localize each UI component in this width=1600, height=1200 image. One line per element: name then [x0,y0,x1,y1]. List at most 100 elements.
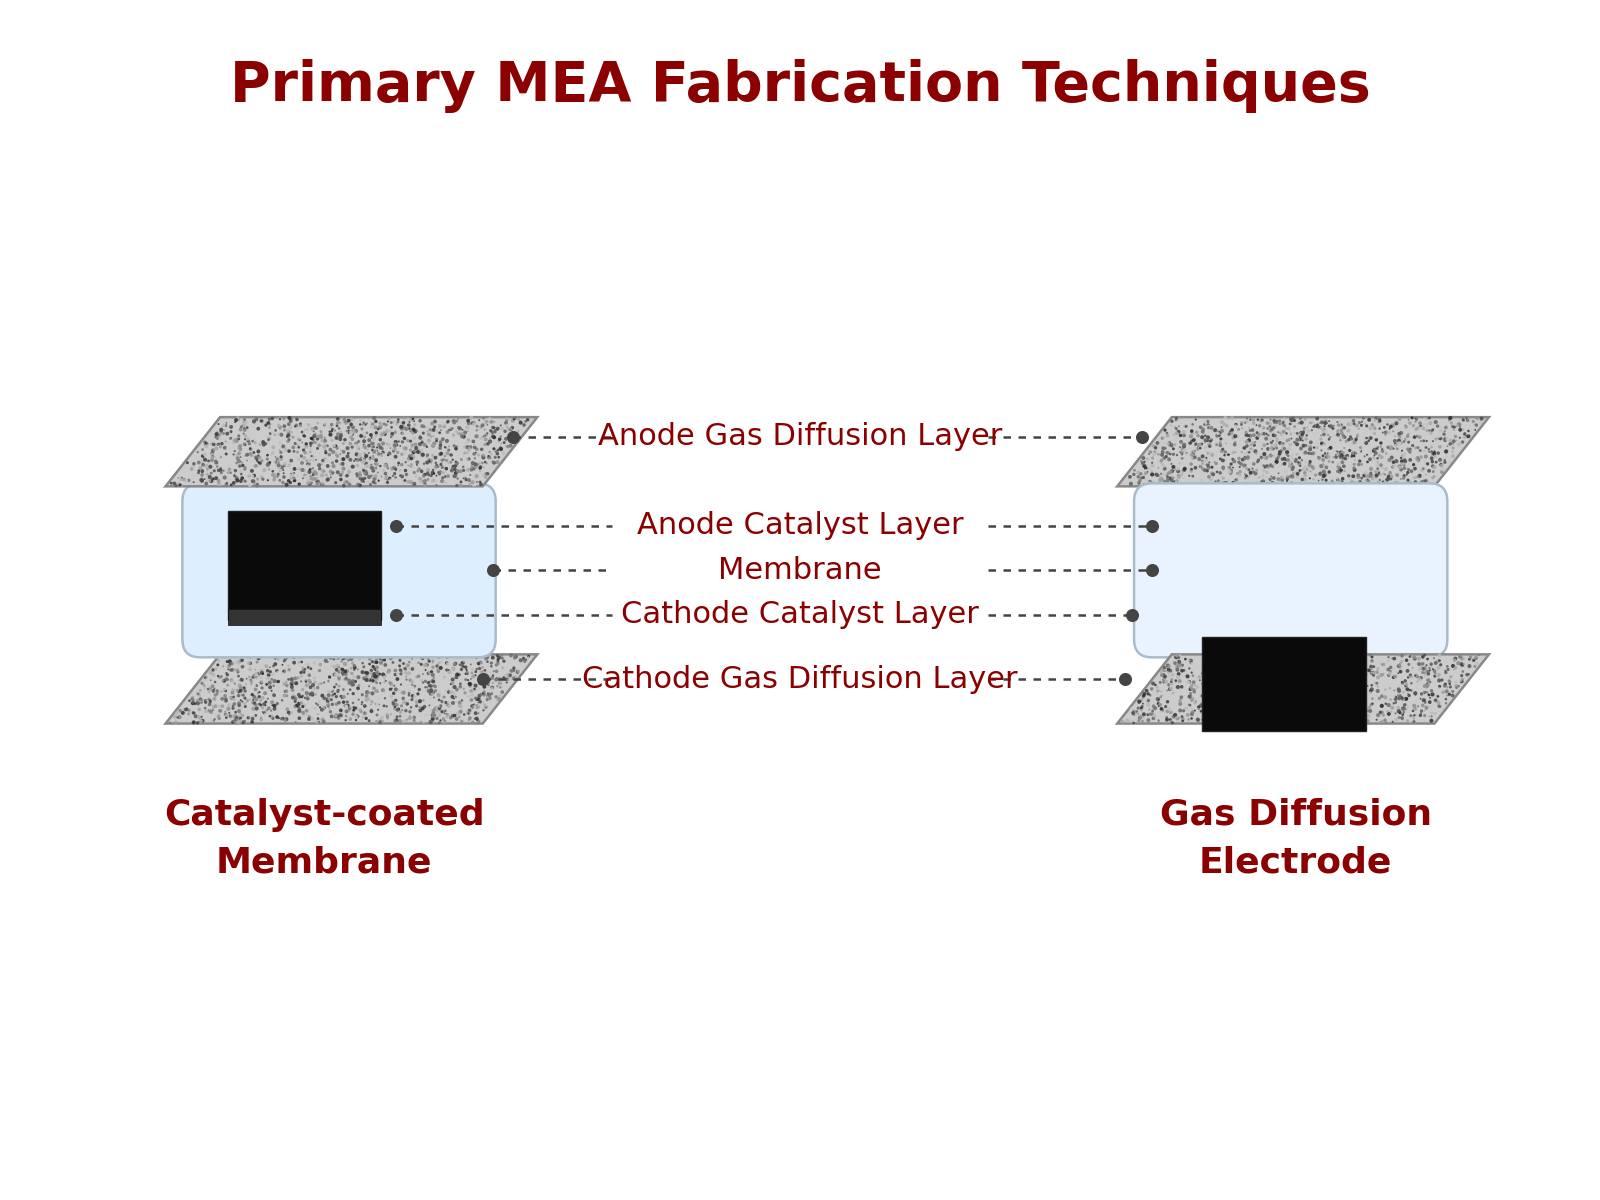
Point [371,424,397,443]
Point [474,649,499,668]
Point [1213,408,1238,427]
Point [1426,444,1451,463]
Point [1258,704,1283,724]
Point [330,649,355,668]
Point [218,656,243,676]
Point [1352,446,1378,466]
Point [314,652,339,671]
Point [1405,438,1430,457]
Point [1418,692,1443,712]
Point [1419,442,1445,461]
Point [1301,458,1326,478]
Point [352,444,378,463]
Point [1216,712,1242,731]
Point [1326,652,1352,671]
Point [1200,694,1226,713]
Point [1280,673,1306,692]
Point [426,701,451,720]
Point [355,670,381,689]
Point [205,683,230,702]
Point [304,469,330,488]
Point [1350,676,1376,695]
Point [1235,692,1261,712]
Point [1242,712,1267,731]
Point [1365,439,1390,458]
Point [498,665,523,684]
Point [1320,700,1346,719]
Point [1218,653,1243,672]
Point [1216,670,1242,689]
Point [1211,474,1237,493]
Point [326,666,352,685]
Point [475,434,501,454]
Point [1301,470,1326,490]
Point [454,450,480,469]
Point [411,697,437,716]
Point [1246,694,1272,713]
Point [488,434,514,454]
Point [205,684,230,703]
Point [349,451,374,470]
Point [1370,473,1395,492]
Point [346,450,371,469]
Point [242,473,267,492]
Point [1365,706,1390,725]
Point [218,418,243,437]
Point [1338,708,1363,727]
Point [1355,470,1381,490]
Point [1288,409,1314,428]
Point [1310,692,1336,712]
Point [1243,677,1269,696]
Point [290,688,315,707]
Point [435,695,461,714]
Point [245,676,270,695]
Point [478,679,504,698]
Point [405,667,430,686]
Point [333,654,358,673]
Point [1258,410,1283,430]
Point [1432,677,1458,696]
Point [1227,648,1253,667]
Point [230,658,256,677]
Point [1357,410,1382,430]
Point [1387,458,1413,478]
Point [306,674,331,694]
Point [1302,695,1328,714]
Point [194,670,219,689]
Point [1378,439,1403,458]
Point [410,445,435,464]
Point [1318,416,1344,436]
Point [1371,464,1397,484]
Point [1451,424,1477,443]
Point [397,708,422,727]
Point [482,413,507,432]
Point [1290,427,1315,446]
Point [400,436,426,455]
Point [312,431,338,450]
Point [1179,449,1205,468]
Point [1456,427,1482,446]
Point [347,475,373,494]
Point [318,427,344,446]
Point [227,652,253,671]
Point [216,463,242,482]
Point [427,653,453,672]
Point [1226,678,1251,697]
Point [1435,660,1461,679]
Point [1246,468,1272,487]
Point [326,668,352,688]
Point [446,679,472,698]
Point [1342,671,1368,690]
Point [413,706,438,725]
Point [1213,415,1238,434]
Point [248,673,274,692]
Point [1186,697,1211,716]
Point [1208,683,1234,702]
Point [355,664,381,683]
Point [181,473,206,492]
Point [403,440,429,460]
Point [1373,688,1398,707]
Point [230,706,256,725]
Point [266,456,291,475]
Point [278,647,304,666]
